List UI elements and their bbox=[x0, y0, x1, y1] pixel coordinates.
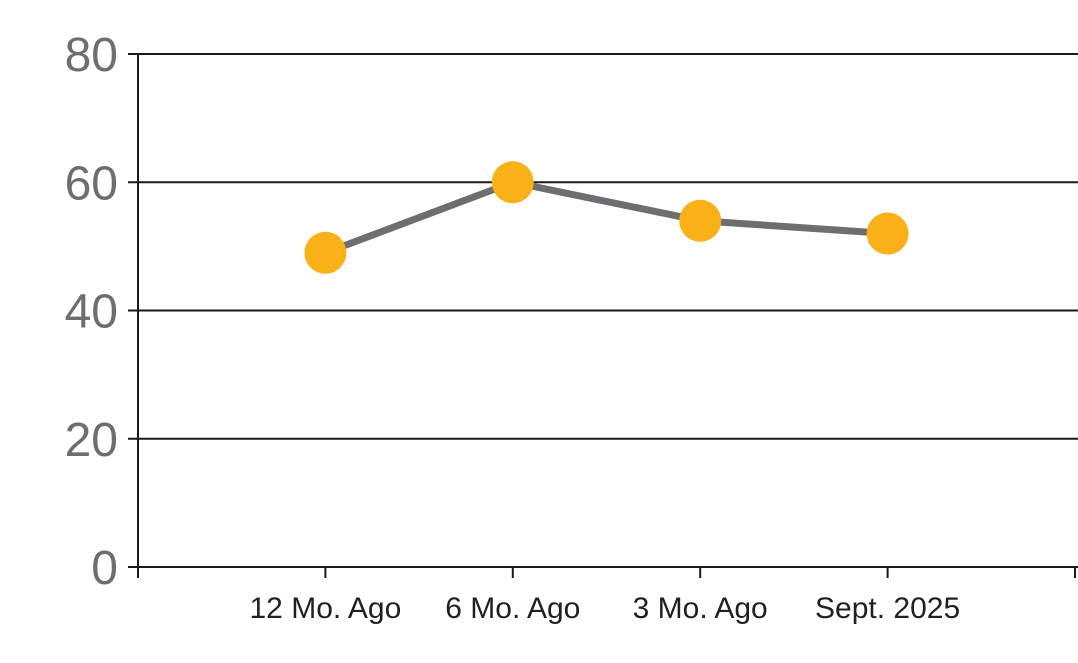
data-point-3 bbox=[866, 212, 909, 255]
y-tick-label: 80 bbox=[65, 29, 118, 82]
y-tick-label: 20 bbox=[65, 414, 118, 467]
y-tick-label: 60 bbox=[65, 157, 118, 210]
data-point-1 bbox=[491, 161, 534, 204]
data-point-2 bbox=[679, 199, 722, 242]
x-tick-label: 6 Mo. Ago bbox=[445, 592, 580, 625]
x-tick-label: 12 Mo. Ago bbox=[250, 592, 402, 625]
data-point-0 bbox=[304, 231, 347, 274]
y-tick-label: 0 bbox=[91, 542, 118, 595]
x-tick-label: Sept. 2025 bbox=[815, 592, 960, 625]
x-tick-label: 3 Mo. Ago bbox=[633, 592, 768, 625]
y-tick-label: 40 bbox=[65, 286, 118, 339]
trend-line bbox=[324, 178, 888, 257]
